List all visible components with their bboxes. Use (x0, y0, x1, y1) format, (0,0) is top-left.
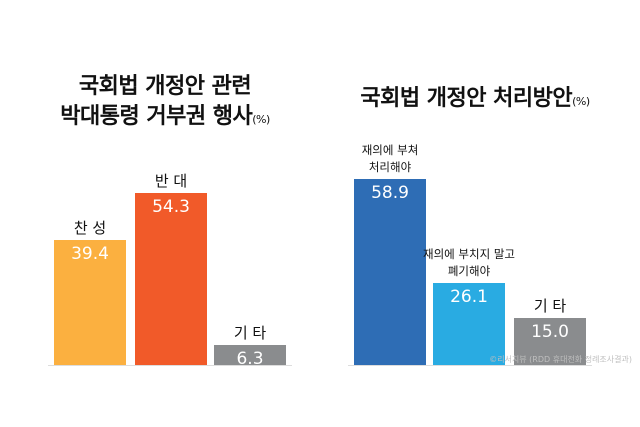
left-bar-3-value-label: 6.3 (236, 349, 264, 369)
left-bar-2: 54.3 (135, 193, 207, 365)
right-category-label-2: 재의에 부치지 말고 폐기해야 (423, 246, 515, 278)
left-category-label-2: 반 대 (154, 172, 188, 191)
left-chart-unit: (%) (252, 113, 270, 126)
source-note: ©리서치뷰 (RDD 휴대전화 정례조사결과) (489, 355, 632, 364)
right-bar-3: 15.0 (514, 317, 586, 365)
right-chart-panel: 국회법 개정안 처리방안(%) 58.9 재의에 부쳐 처리해야 26.1 재의에 부치… (320, 0, 640, 427)
left-bar-2-value-label: 54.3 (152, 197, 190, 218)
right-chart-baseline (348, 365, 592, 366)
left-chart-title: 국회법 개정안 관련 박대통령 거부권 행사(%) (45, 72, 285, 135)
left-bar-1: 39.4 (54, 240, 126, 365)
left-chart-title-line-2: 박대통령 거부권 행사 (60, 104, 253, 129)
left-category-label-3: 기 타 (233, 324, 267, 342)
right-bar-2: 26.1 (433, 282, 505, 365)
left-chart-title-line-1: 국회법 개정안 관련 (78, 74, 252, 99)
right-chart-title: 국회법 개정안 처리방안(%) (340, 84, 610, 117)
left-bar-3: 6.3 (214, 345, 286, 369)
right-bar-1-value-label: 58.9 (371, 182, 409, 203)
left-category-label-1: 찬 성 (73, 219, 107, 238)
right-bar-3-value-label: 15.0 (531, 321, 569, 342)
left-chart-baseline (48, 365, 292, 366)
right-chart-unit: (%) (572, 95, 590, 108)
right-category-label-3: 기 타 (533, 296, 567, 315)
right-category-label-1: 재의에 부쳐 처리해야 (361, 142, 419, 174)
right-bar-1: 58.9 (354, 178, 426, 365)
right-bar-2-value-label: 26.1 (450, 286, 488, 307)
left-chart-panel: 국회법 개정안 관련 박대통령 거부권 행사(%) 39.4 찬 성 54.3 반 대… (45, 72, 292, 369)
right-chart-title-line-1: 국회법 개정안 처리방안 (360, 86, 573, 111)
left-bar-1-value-label: 39.4 (71, 244, 109, 265)
